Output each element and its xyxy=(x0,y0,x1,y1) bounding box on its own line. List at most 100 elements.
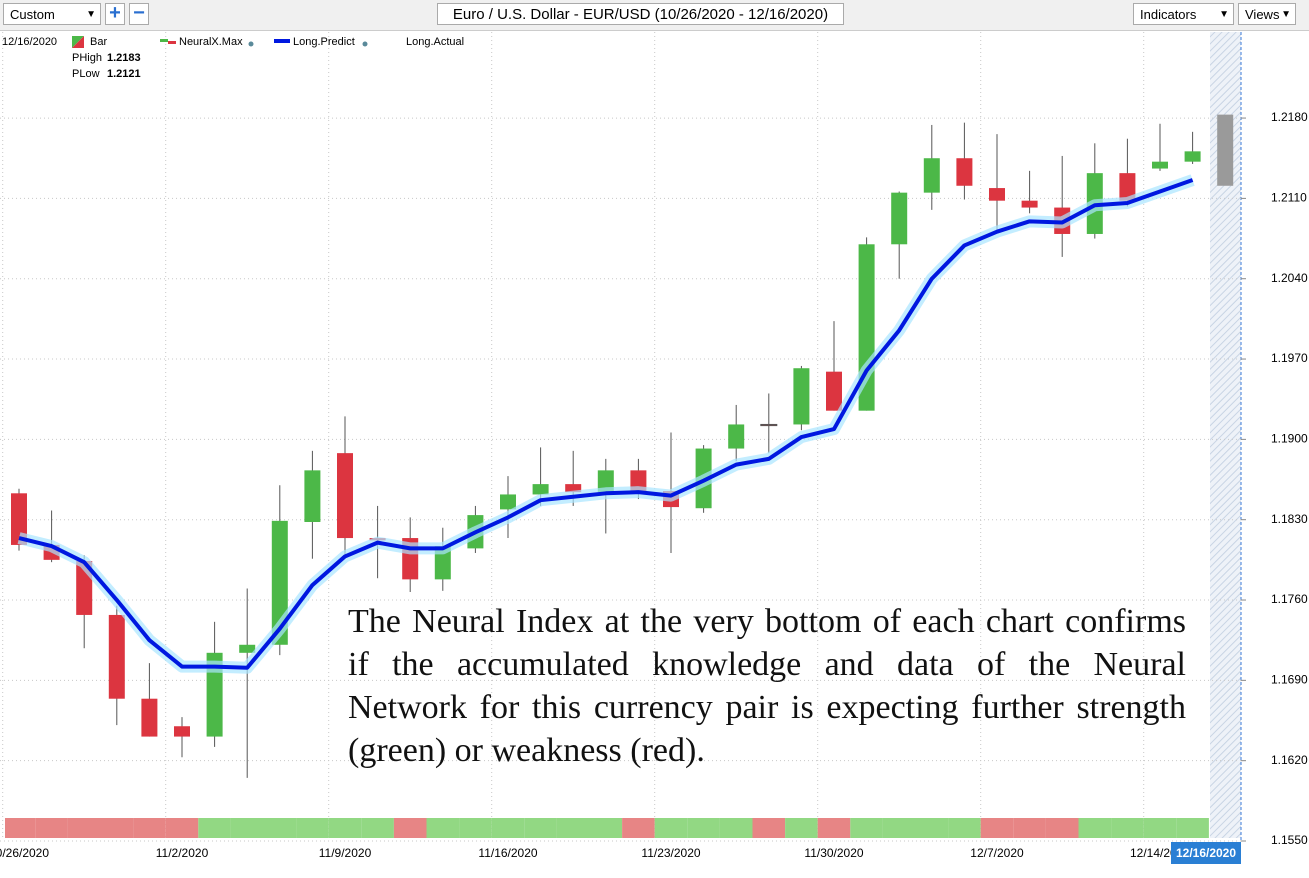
neural-index-cell xyxy=(1111,818,1144,838)
y-tick-label: 1.1760 xyxy=(1271,592,1308,606)
y-tick-label: 1.1970 xyxy=(1271,351,1308,365)
candle-body xyxy=(891,192,908,245)
candle-body xyxy=(826,371,842,411)
candle-body xyxy=(532,484,549,495)
preset-label: Custom xyxy=(10,7,55,22)
candle-body xyxy=(956,158,973,186)
x-tick-label: 11/23/2020 xyxy=(641,846,700,860)
views-button[interactable]: Views ▼ xyxy=(1238,3,1296,25)
legend-label: Long.Actual xyxy=(406,36,464,48)
candle-body xyxy=(434,546,451,580)
indicators-button[interactable]: Indicators ▼ xyxy=(1133,3,1234,25)
plow-label: PLow xyxy=(72,68,100,80)
neural-index-cell xyxy=(589,818,623,838)
neural-index-cell xyxy=(948,818,981,838)
y-tick-label: 1.2040 xyxy=(1271,271,1308,285)
plot: 1.1550 1.1620 1.1690 1.1760 1.1830 1.1900 1.19… xyxy=(0,32,1308,847)
legend-date: 12/16/2020 xyxy=(2,36,57,48)
candle-body xyxy=(1021,200,1038,208)
legend-icon xyxy=(160,39,168,42)
plow-value: 1.2121 xyxy=(107,68,141,80)
zoom-out-button[interactable]: − xyxy=(129,3,149,25)
candle-body xyxy=(174,726,190,737)
x-tick-label: 12/16/2020 xyxy=(1176,846,1236,860)
candle-body xyxy=(630,470,647,492)
neural-index-cell xyxy=(393,818,427,838)
current-date-box xyxy=(1171,842,1241,864)
series-line xyxy=(18,178,1194,670)
candle-body xyxy=(597,470,614,493)
legend-icon xyxy=(72,36,84,48)
candle-body xyxy=(989,188,1005,201)
neural-index-cell xyxy=(1045,818,1079,838)
neural-index-cell xyxy=(915,818,949,838)
neural-index-cell xyxy=(67,818,101,838)
x-tick-label: 11/30/2020 xyxy=(804,846,863,860)
neural-index-cell xyxy=(980,818,1014,838)
neural-index-cell xyxy=(328,818,362,838)
candle-body xyxy=(793,368,810,425)
candle-body xyxy=(500,494,516,510)
neural-index-cell xyxy=(817,818,851,838)
series-glow xyxy=(17,174,1195,674)
y-tick-label: 1.1620 xyxy=(1271,753,1308,767)
candle-body xyxy=(760,423,778,427)
candle-body xyxy=(565,484,582,493)
candle-body xyxy=(239,644,256,653)
neural-index-cell xyxy=(719,818,753,838)
neural-index-cell xyxy=(1078,818,1112,838)
zoom-in-button[interactable]: + xyxy=(105,3,125,25)
y-tick-label: 1.1900 xyxy=(1271,432,1308,446)
neural-index-cell xyxy=(296,818,329,838)
neural-index-cell xyxy=(524,818,557,838)
neural-index-cell xyxy=(263,818,297,838)
candle-body xyxy=(1152,161,1168,169)
legend-dot xyxy=(248,41,254,47)
preset-select[interactable]: Custom ▼ xyxy=(3,3,101,25)
x-tick-label: 11/16/2020 xyxy=(478,846,537,860)
neural-index-cell xyxy=(622,818,655,838)
neural-index-cell xyxy=(850,818,883,838)
neural-index-cell xyxy=(459,818,492,838)
neural-index-cell xyxy=(5,818,36,838)
chart-title: Euro / U.S. Dollar - EUR/USD (10/26/2020… xyxy=(437,3,844,25)
toolbar: Custom ▼ + − Euro / U.S. Dollar - EUR/USD… xyxy=(0,0,1309,31)
predicted-range xyxy=(1217,114,1234,186)
legend-label: NeuralX.Max xyxy=(179,36,243,48)
neural-index-cell xyxy=(165,818,199,838)
neural-index-cell xyxy=(785,818,818,838)
chart: 1.1550 1.1620 1.1690 1.1760 1.1830 1.1900 1.19… xyxy=(0,32,1308,864)
neural-index-cell xyxy=(100,818,134,838)
legend-label: Bar xyxy=(90,36,107,48)
candle-body xyxy=(728,424,745,449)
views-label: Views xyxy=(1245,7,1280,22)
neural-index-cell xyxy=(556,818,590,838)
x-tick-label: 12/7/2020 xyxy=(970,846,1024,860)
legend-dot xyxy=(362,41,368,47)
candle-body xyxy=(1119,173,1136,201)
legend-label: Long.Predict xyxy=(293,36,355,48)
phigh-value: 1.2183 xyxy=(107,52,141,64)
candle-body xyxy=(141,698,158,737)
x-tick-label: 10/26/2020 xyxy=(0,846,49,860)
candle-body xyxy=(923,158,940,193)
annotation: The Neural Index at the very bottom of e… xyxy=(348,603,1186,769)
neural-index-cell xyxy=(752,818,786,838)
y-tick-label: 1.1550 xyxy=(1271,833,1308,847)
indicators-label: Indicators xyxy=(1140,7,1197,22)
y-tick-label: 1.2110 xyxy=(1271,191,1307,205)
neural-index-cell xyxy=(426,818,460,838)
neural-index-cell xyxy=(133,818,166,838)
legend-icon xyxy=(168,41,176,44)
y-tick-label: 1.1690 xyxy=(1271,673,1308,687)
neural-index-cell xyxy=(35,818,68,838)
neural-index-cell xyxy=(491,818,525,838)
neural-index-cell xyxy=(361,818,394,838)
neural-index-cell xyxy=(687,818,720,838)
neural-index-cell xyxy=(198,818,231,838)
x-tick-label: 11/9/2020 xyxy=(319,846,372,860)
y-tick-label: 1.2180 xyxy=(1271,110,1308,124)
neural-index-cell xyxy=(230,818,264,838)
candle-body xyxy=(11,493,27,545)
candle-body xyxy=(206,652,223,737)
